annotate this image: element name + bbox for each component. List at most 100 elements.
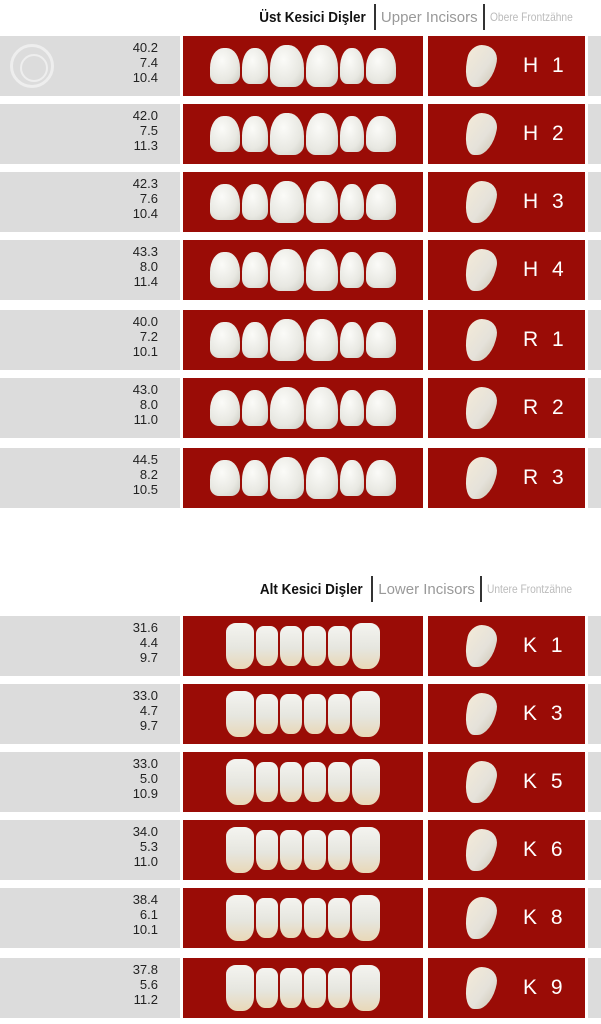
measure-value: 8.0 <box>139 259 158 274</box>
measurements: 40.2 7.4 10.4 <box>0 36 180 96</box>
tooth-icon <box>352 759 380 805</box>
mould-code: K 9 <box>523 976 567 999</box>
measure-value: 4.4 <box>139 635 158 650</box>
tooth-icon <box>242 252 268 288</box>
lower-title-de: Untere Frontzähne <box>486 582 572 596</box>
mould-row: 40.2 7.4 10.4 H 1 <box>0 36 601 96</box>
tooth-icon <box>306 457 338 499</box>
tooth-icon <box>210 460 240 496</box>
mould-row: 34.0 5.3 11.0 K 6 <box>0 820 601 880</box>
edge-strip <box>588 616 601 676</box>
mould-code: H 1 <box>523 54 568 77</box>
measure-value: 10.4 <box>132 206 158 221</box>
mould-row: 42.3 7.6 10.4 H 3 <box>0 172 601 232</box>
tooth-icon <box>256 968 278 1008</box>
edge-strip <box>588 378 601 438</box>
tooth-set-image <box>183 240 423 300</box>
measure-value: 42.0 <box>132 108 158 123</box>
mould-code: K 1 <box>523 634 567 657</box>
edge-strip <box>588 172 601 232</box>
tooth-icon <box>340 252 364 288</box>
measure-value: 11.3 <box>133 138 158 153</box>
mould-row: 40.0 7.2 10.1 R 1 <box>0 310 601 370</box>
tooth-icon <box>304 830 326 870</box>
measure-value: 11.0 <box>133 854 158 869</box>
tooth-icon <box>306 387 338 429</box>
measure-value: 5.0 <box>139 771 158 786</box>
tooth-icon <box>270 181 304 223</box>
measure-value: 7.4 <box>139 55 158 70</box>
upper-section-header: Üst Kesici Dişler Upper Incisors Obere F… <box>247 4 587 30</box>
edge-strip <box>588 752 601 812</box>
tooth-side-icon <box>462 761 500 803</box>
measure-value: 31.6 <box>132 620 158 635</box>
tooth-icon <box>270 387 304 429</box>
edge-strip <box>588 820 601 880</box>
tooth-side-icon <box>462 181 500 223</box>
measurements: 38.4 6.1 10.1 <box>0 888 180 948</box>
tooth-set-image <box>183 378 423 438</box>
divider <box>479 576 482 602</box>
edge-strip <box>588 240 601 300</box>
tooth-icon <box>352 691 380 737</box>
single-tooth-panel: K 9 <box>428 958 585 1018</box>
tooth-side-icon <box>462 113 500 155</box>
measure-value: 7.5 <box>139 123 158 138</box>
measure-value: 10.4 <box>132 70 158 85</box>
tooth-icon <box>306 45 338 87</box>
mould-row: 43.3 8.0 11.4 H 4 <box>0 240 601 300</box>
upper-title-tr: Üst Kesici Dişler <box>258 8 366 26</box>
tooth-icon <box>280 626 302 666</box>
mould-row: 38.4 6.1 10.1 K 8 <box>0 888 601 948</box>
divider <box>482 4 485 30</box>
tooth-set-image <box>183 36 423 96</box>
measure-value: 9.7 <box>139 650 158 665</box>
tooth-icon <box>210 390 240 426</box>
tooth-icon <box>352 827 380 873</box>
measure-value: 11.2 <box>133 992 158 1007</box>
tooth-icon <box>280 830 302 870</box>
tooth-side-icon <box>462 625 500 667</box>
single-tooth-panel: R 3 <box>428 448 585 508</box>
tooth-icon <box>328 898 350 938</box>
upper-title-en: Upper Incisors <box>380 8 478 26</box>
measure-value: 7.6 <box>139 191 158 206</box>
single-tooth-panel: K 6 <box>428 820 585 880</box>
tooth-icon <box>280 762 302 802</box>
tooth-icon <box>242 184 268 220</box>
tooth-icon <box>256 762 278 802</box>
tooth-side-icon <box>462 457 500 499</box>
tooth-icon <box>340 116 364 152</box>
tooth-icon <box>304 762 326 802</box>
tooth-icon <box>256 626 278 666</box>
tooth-icon <box>242 48 268 84</box>
measure-value: 40.0 <box>132 314 158 329</box>
tooth-icon <box>304 898 326 938</box>
fray-logo <box>10 44 54 88</box>
measure-value: 33.0 <box>132 688 158 703</box>
tooth-icon <box>280 694 302 734</box>
mould-code: R 2 <box>523 396 568 419</box>
measure-value: 10.1 <box>132 922 158 937</box>
tooth-icon <box>256 830 278 870</box>
edge-strip <box>588 448 601 508</box>
tooth-icon <box>306 319 338 361</box>
tooth-icon <box>366 460 396 496</box>
mould-code: K 5 <box>523 770 567 793</box>
measure-value: 37.8 <box>132 962 158 977</box>
tooth-icon <box>306 249 338 291</box>
mould-row: 31.6 4.4 9.7 K 1 <box>0 616 601 676</box>
tooth-set-image <box>183 310 423 370</box>
tooth-icon <box>328 968 350 1008</box>
tooth-icon <box>226 827 254 873</box>
measure-value: 10.9 <box>132 786 158 801</box>
tooth-icon <box>340 390 364 426</box>
tooth-icon <box>306 181 338 223</box>
measure-value: 10.1 <box>132 344 158 359</box>
tooth-icon <box>328 694 350 734</box>
tooth-icon <box>366 184 396 220</box>
tooth-icon <box>210 116 240 152</box>
tooth-icon <box>340 460 364 496</box>
tooth-icon <box>242 322 268 358</box>
tooth-icon <box>328 830 350 870</box>
